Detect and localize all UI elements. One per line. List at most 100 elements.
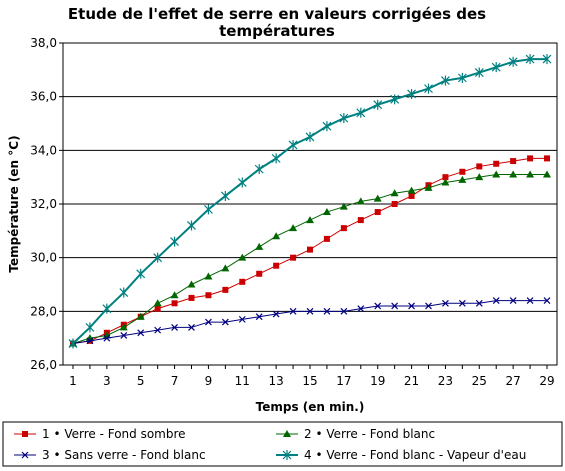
legend-label: 2 • Verre - Fond blanc — [304, 427, 435, 441]
data-point — [408, 302, 415, 310]
y-axis-label: Température (en °C) — [7, 135, 21, 272]
data-point — [221, 318, 229, 326]
data-point — [187, 220, 196, 231]
x-tick-label: 7 — [171, 374, 179, 388]
data-point — [204, 272, 213, 280]
data-point — [509, 170, 518, 178]
data-point — [307, 246, 313, 253]
data-point — [171, 324, 178, 331]
legend-swatch-marker — [283, 430, 291, 437]
data-point — [459, 168, 466, 175]
y-tick-label: 38,0 — [30, 36, 57, 50]
data-point — [306, 307, 314, 315]
data-point — [238, 315, 246, 323]
data-point — [120, 332, 128, 339]
x-tick-label: 15 — [302, 374, 317, 388]
legend-label: 3 • Sans verre - Fond blanc — [42, 448, 206, 462]
data-point — [527, 155, 534, 162]
legend-swatch-marker — [22, 431, 28, 437]
data-point — [339, 113, 349, 124]
data-point — [323, 307, 331, 315]
data-point — [492, 297, 500, 305]
data-point — [340, 225, 347, 232]
data-point — [407, 186, 416, 194]
data-point — [136, 268, 146, 279]
y-tick-label: 32,0 — [30, 197, 57, 211]
data-point — [356, 107, 366, 118]
data-point — [221, 264, 230, 272]
data-point — [356, 197, 365, 205]
data-point — [188, 324, 195, 331]
data-point — [86, 337, 94, 345]
data-point — [238, 253, 247, 261]
data-point — [373, 99, 383, 110]
x-tick-label: 13 — [269, 374, 284, 388]
data-point — [442, 174, 449, 181]
data-point — [254, 164, 264, 175]
data-point — [153, 299, 162, 307]
data-point — [170, 291, 179, 299]
data-point — [357, 217, 364, 224]
chart-title-line-1: Etude de l'effet de serre en valeurs cor… — [68, 5, 486, 23]
data-point — [204, 204, 213, 215]
data-point — [205, 318, 212, 326]
data-point — [441, 75, 450, 86]
data-point — [119, 287, 129, 298]
y-tick-label: 34,0 — [30, 143, 57, 157]
data-point — [239, 278, 246, 285]
legend-swatch-marker — [282, 450, 292, 460]
data-point — [322, 121, 332, 132]
data-point — [255, 313, 263, 321]
data-point — [339, 202, 348, 210]
y-tick-label: 30,0 — [30, 251, 57, 265]
data-point — [442, 299, 449, 307]
series-3 — [69, 297, 551, 347]
legend-box — [2, 421, 563, 467]
legend-item-4: 4 • Verre - Fond blanc - Vapeur d'eau — [276, 448, 526, 462]
legend-item-3: 3 • Sans verre - Fond blanc — [14, 448, 206, 462]
x-tick-label: 17 — [336, 374, 351, 388]
data-point — [475, 173, 484, 181]
x-tick-label: 23 — [438, 374, 453, 388]
data-point — [340, 307, 348, 315]
data-point — [290, 254, 297, 261]
data-point — [220, 190, 230, 201]
data-point — [458, 299, 466, 307]
series-2 — [69, 170, 551, 347]
y-tick-labels: 26,0 28,0 30,0 32,0 34,0 36,0 38,0 — [30, 36, 57, 372]
legend-swatch-marker — [21, 451, 29, 459]
data-point — [154, 305, 161, 312]
legend-item-2: 2 • Verre - Fond blanc — [276, 427, 435, 441]
data-point — [491, 62, 501, 73]
data-point — [170, 236, 179, 247]
data-point — [425, 302, 432, 310]
data-point — [408, 192, 415, 199]
data-point — [508, 56, 518, 67]
legend-label: 1 • Verre - Fond sombre — [42, 427, 186, 441]
series-4 — [68, 54, 552, 349]
data-point — [543, 170, 551, 178]
data-point — [475, 299, 483, 307]
x-tick-labels: 1 3 5 7 9 11 13 15 17 19 21 23 25 27 29 — [69, 374, 554, 388]
data-point — [525, 54, 535, 65]
data-point — [103, 334, 111, 342]
data-point — [205, 292, 212, 299]
data-point — [390, 94, 400, 105]
data-point — [119, 323, 128, 331]
x-tick-label: 9 — [205, 374, 213, 388]
data-point — [374, 209, 381, 216]
data-point — [272, 310, 280, 318]
x-tick-label: 1 — [69, 374, 77, 388]
data-point — [305, 131, 315, 142]
x-tick-label: 5 — [137, 374, 145, 388]
data-point — [357, 305, 365, 313]
data-point — [153, 252, 163, 263]
data-point — [222, 286, 229, 293]
data-point — [493, 160, 500, 167]
data-point — [474, 67, 484, 78]
data-point — [188, 294, 195, 301]
data-point — [390, 189, 399, 197]
x-tick-label: 27 — [506, 374, 521, 388]
data-point — [154, 326, 162, 334]
data-point — [323, 235, 330, 242]
